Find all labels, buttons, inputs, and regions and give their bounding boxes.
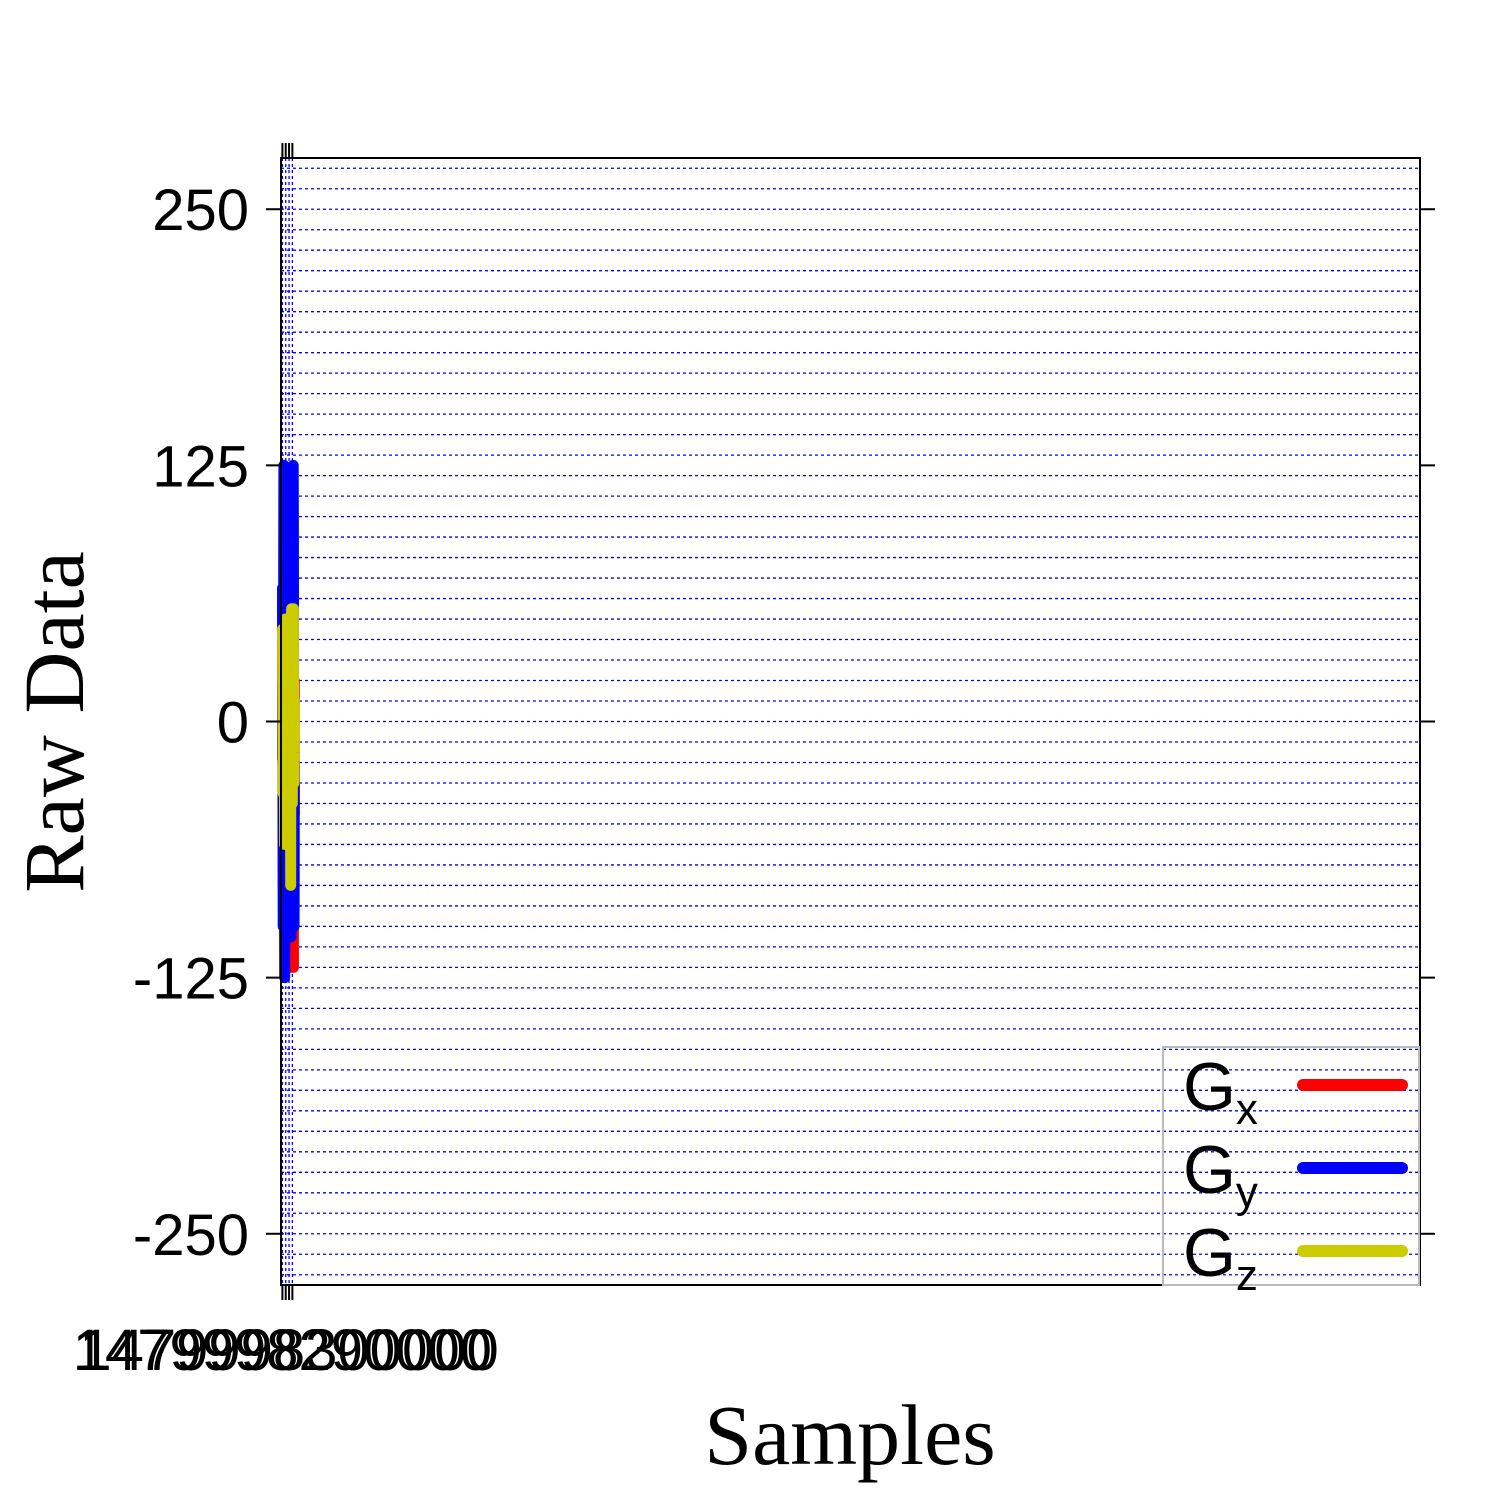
y-tick-label: 250 <box>152 178 249 243</box>
y-tick-label: 0 <box>217 691 249 756</box>
legend-label-subscript: x <box>1236 1085 1258 1134</box>
legend-label-subscript: y <box>1236 1168 1258 1217</box>
legend-label-subscript: z <box>1236 1251 1258 1300</box>
axis-ticks: -250 -125 0 125 250 1479998290000147999830000… <box>73 143 1435 1383</box>
x-axis-title: Samples <box>704 1387 995 1483</box>
x-tick-label: 1479998300000 <box>79 1318 498 1383</box>
series-line-Gz <box>277 603 300 891</box>
y-tick-label: 125 <box>152 434 249 499</box>
series-lines <box>277 459 300 984</box>
y-tick-label: -125 <box>133 947 249 1012</box>
y-tick-label: -250 <box>133 1203 249 1268</box>
grid-lines <box>281 158 1420 1285</box>
legend-box <box>1162 1046 1420 1286</box>
y-axis-title: Raw Data <box>6 551 102 892</box>
x-tick-label: 1479998290000 <box>73 1318 492 1383</box>
